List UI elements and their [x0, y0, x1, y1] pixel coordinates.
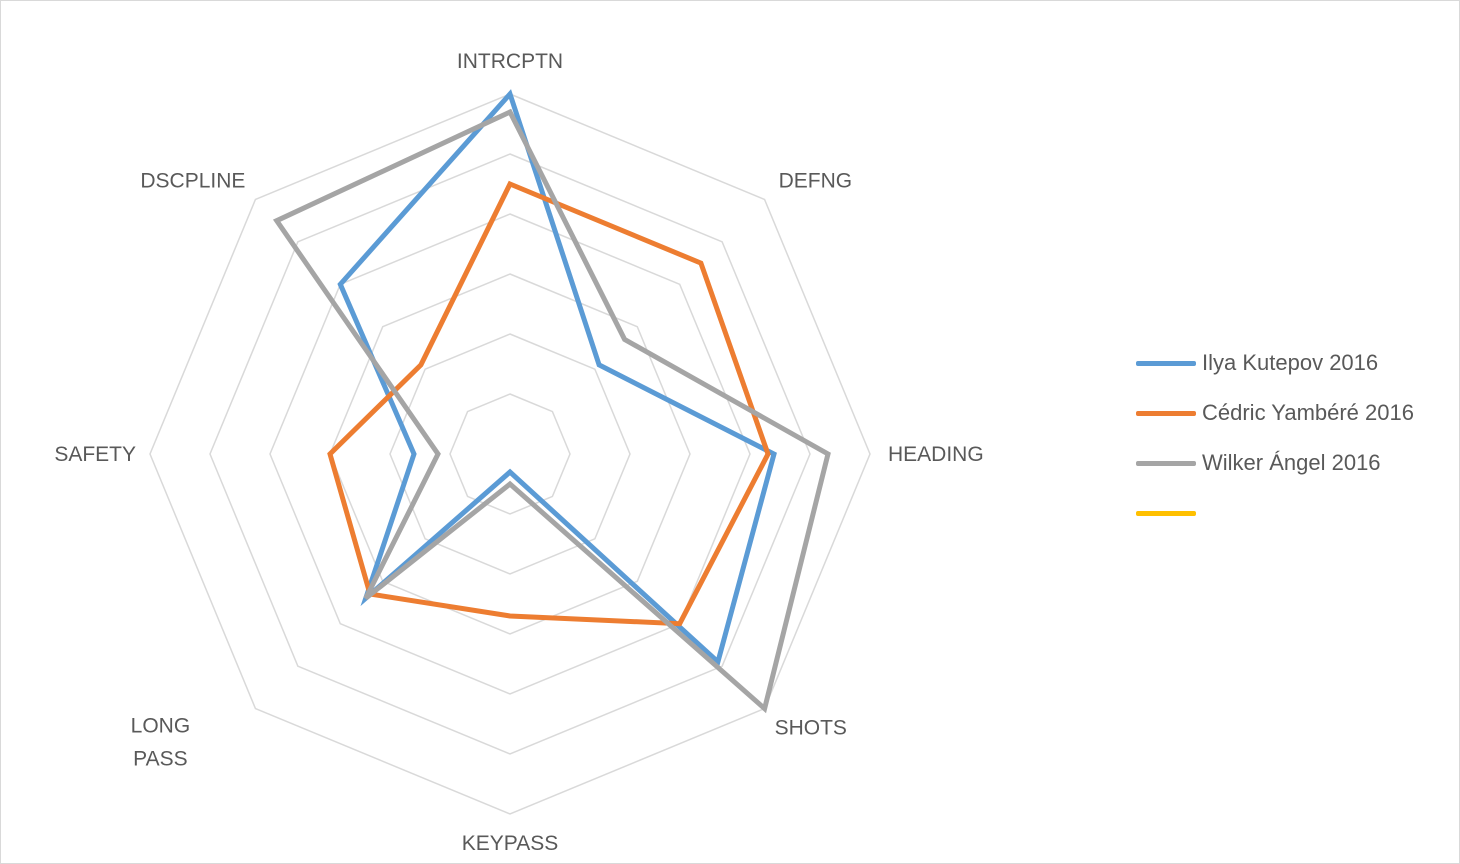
axis-label-dscpline: DSCPLINE — [140, 169, 245, 192]
series-line-wilker-angel-2016 — [272, 108, 831, 714]
axis-label-defng: DEFNG — [779, 169, 853, 192]
legend-item-series-3 — [1136, 488, 1414, 538]
grid-ring-3 — [329, 273, 691, 635]
legend-label: Cédric Yambéré 2016 — [1202, 400, 1414, 425]
legend-label: Wilker Ángel 2016 — [1202, 450, 1381, 475]
legend-item-ilya-kutepov-2016: Ilya Kutepov 2016 — [1136, 338, 1414, 388]
grid-ring-4 — [269, 213, 751, 695]
legend-swatch — [1136, 460, 1196, 466]
axis-label-safety: SAFETY — [54, 443, 136, 466]
legend-swatch — [1136, 360, 1196, 366]
series-line-ilya-kutepov-2016 — [337, 89, 777, 667]
axis-label-heading: HEADING — [888, 443, 984, 466]
legend-swatch — [1136, 410, 1196, 416]
radar-grid — [149, 93, 871, 815]
axis-label-keypass: KEYPASS — [462, 832, 559, 855]
axis-labels: INTRCPTN DEFNG HEADING SHOTS KEYPASS LONG PASS… — [54, 50, 983, 855]
grid-ring-2 — [389, 333, 631, 575]
axis-label-long-pass: LONG PASS — [131, 715, 191, 771]
axis-label-shots: SHOTS — [775, 717, 847, 740]
grid-ring-1 — [449, 393, 571, 515]
legend-label: Ilya Kutepov 2016 — [1202, 350, 1379, 375]
legend-item-cedric-yambere-2016: Cédric Yambéré 2016 — [1136, 388, 1414, 438]
legend-swatch — [1136, 510, 1196, 516]
grid-ring-5 — [209, 153, 811, 755]
radar-series — [272, 89, 831, 714]
legend-item-wilker-angel-2016: Wilker Ángel 2016 — [1136, 438, 1414, 488]
series-line-cedric-yambere-2016 — [327, 180, 771, 627]
grid-ring-6 — [149, 93, 871, 815]
axis-label-intrcptn: INTRCPTN — [457, 50, 563, 73]
chart-legend: Ilya Kutepov 2016 Cédric Yambéré 2016 Wilk… — [1136, 338, 1414, 538]
